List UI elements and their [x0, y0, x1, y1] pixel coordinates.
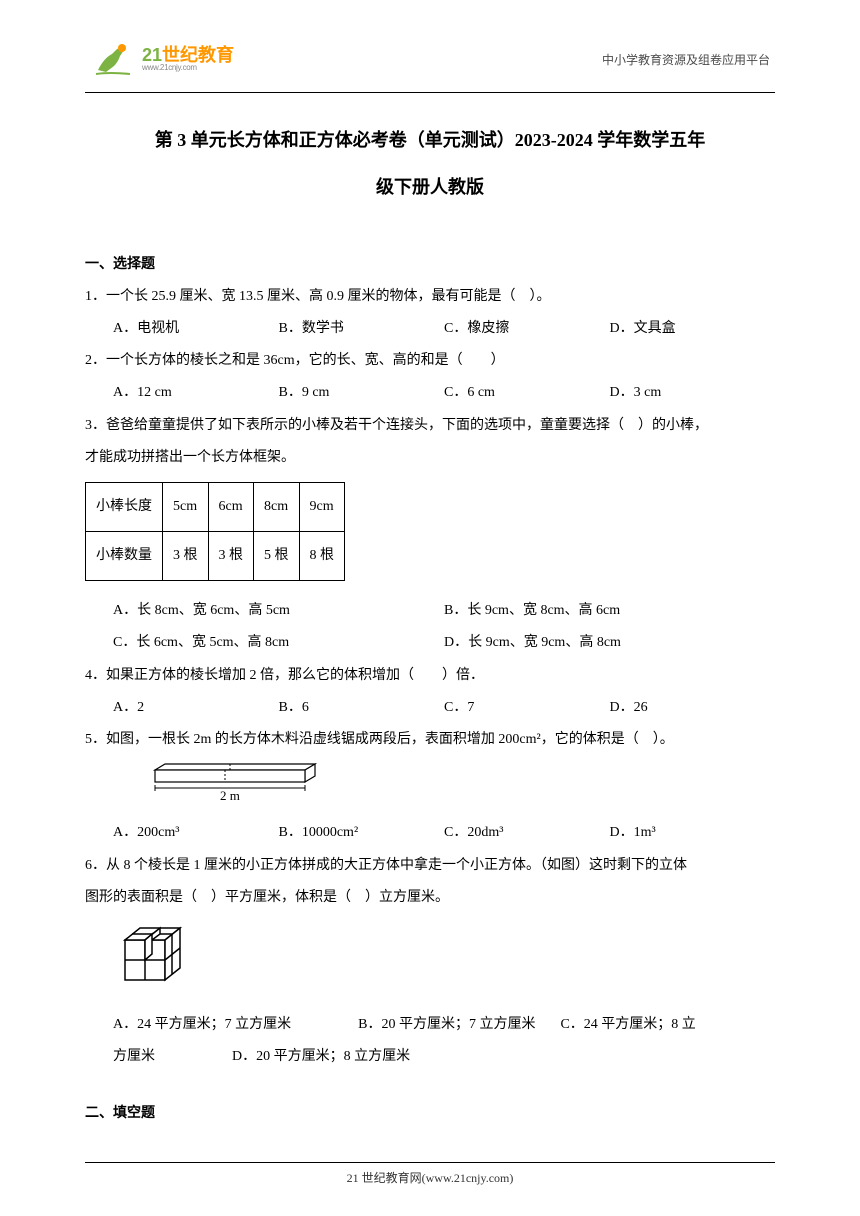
q5-figure: 2 m	[145, 762, 775, 815]
q4-optB: B．6	[279, 692, 445, 724]
q6-optA: A．24 平方厘米；7 立方厘米	[113, 1017, 291, 1032]
q3-options: A．长 8cm、宽 6cm、高 5cm B．长 9cm、宽 8cm、高 6cm …	[85, 595, 775, 659]
q5-options: A．200cm³ B．10000cm² C．20dm³ D．1m³	[85, 817, 775, 849]
q3-optD: D．长 9cm、宽 9cm、高 8cm	[444, 627, 775, 659]
q4-optD: D．26	[610, 692, 776, 724]
q6-optC: C．24 平方厘米；8 立	[560, 1017, 695, 1032]
logo-21: 21	[142, 45, 162, 65]
q3-r1c0: 小棒长度	[86, 482, 163, 531]
q3-optC: C．长 6cm、宽 5cm、高 8cm	[113, 627, 444, 659]
q3-table: 小棒长度 5cm 6cm 8cm 9cm 小棒数量 3 根 3 根 5 根 8 …	[85, 482, 345, 581]
q2-options: A．12 cm B．9 cm C．6 cm D．3 cm	[85, 377, 775, 409]
q2-optB: B．9 cm	[279, 377, 445, 409]
q3-optB: B．长 9cm、宽 8cm、高 6cm	[444, 595, 775, 627]
q6-stem2: 图形的表面积是（ ）平方厘米，体积是（ ）立方厘米。	[85, 882, 775, 914]
q6-optD: D．20 平方厘米；8 立方厘米	[232, 1049, 410, 1064]
beam-label: 2 m	[220, 788, 240, 802]
logo-text: 21世纪教育 www.21cnjy.com	[142, 46, 234, 72]
section1-title: 一、选择题	[85, 249, 775, 281]
q1-stem: 1．一个长 25.9 厘米、宽 13.5 厘米、高 0.9 厘米的物体，最有可能…	[85, 281, 775, 313]
q3-r2c3: 5 根	[254, 532, 300, 581]
q3-r1c2: 6cm	[208, 482, 254, 531]
q6-options: A．24 平方厘米；7 立方厘米 B．20 平方厘米；7 立方厘米 C．24 平…	[85, 1009, 775, 1041]
q3-stem1: 3．爸爸给童童提供了如下表所示的小棒及若干个连接头，下面的选项中，童童要选择（ …	[85, 410, 775, 442]
doc-title-line2: 级下册人教版	[85, 167, 775, 208]
q3-r1c4: 9cm	[299, 482, 345, 531]
q3-r2c2: 3 根	[208, 532, 254, 581]
q4-optA: A．2	[113, 692, 279, 724]
q3-optA: A．长 8cm、宽 6cm、高 5cm	[113, 595, 444, 627]
q3-r2c1: 3 根	[163, 532, 209, 581]
logo: 21世纪教育 www.21cnjy.com	[90, 40, 234, 78]
q1-optC: C．橡皮擦	[444, 313, 610, 345]
footer-text: 21 世纪教育网(www.21cnjy.com)	[0, 1169, 860, 1186]
q2-stem: 2．一个长方体的棱长之和是 36cm，它的长、宽、高的和是（ ）	[85, 345, 775, 377]
q3-r1c1: 5cm	[163, 482, 209, 531]
q1-optB: B．数学书	[279, 313, 445, 345]
footer-divider	[85, 1162, 775, 1163]
page-header: 21世纪教育 www.21cnjy.com 中小学教育资源及组卷应用平台	[0, 0, 860, 88]
q1-options: A．电视机 B．数学书 C．橡皮擦 D．文具盒	[85, 313, 775, 345]
q3-r2c0: 小棒数量	[86, 532, 163, 581]
logo-runner-icon	[90, 40, 138, 78]
q4-stem: 4．如果正方体的棱长增加 2 倍，那么它的体积增加（ ）倍．	[85, 660, 775, 692]
section2-title: 二、填空题	[85, 1098, 775, 1130]
q5-optD: D．1m³	[610, 817, 776, 849]
q2-optD: D．3 cm	[610, 377, 776, 409]
doc-title-line1: 第 3 单元长方体和正方体必考卷（单元测试）2023-2024 学年数学五年	[85, 123, 775, 157]
q3-r1c3: 8cm	[254, 482, 300, 531]
q2-optC: C．6 cm	[444, 377, 610, 409]
q6-options-line2: 方厘米 D．20 平方厘米；8 立方厘米	[85, 1041, 775, 1073]
q5-optA: A．200cm³	[113, 817, 279, 849]
q5-optB: B．10000cm²	[279, 817, 445, 849]
q4-options: A．2 B．6 C．7 D．26	[85, 692, 775, 724]
q6-figure	[115, 920, 775, 1003]
q6-line2a: 方厘米	[113, 1049, 155, 1064]
q3-r2c4: 8 根	[299, 532, 345, 581]
q5-stem: 5．如图，一根长 2m 的长方体木料沿虚线锯成两段后，表面积增加 200cm²，…	[85, 724, 775, 756]
logo-url: www.21cnjy.com	[142, 64, 234, 72]
header-right-text: 中小学教育资源及组卷应用平台	[602, 51, 770, 68]
q6-optB: B．20 平方厘米；7 立方厘米	[358, 1017, 535, 1032]
q1-optA: A．电视机	[113, 313, 279, 345]
q1-optD: D．文具盒	[610, 313, 776, 345]
q4-optC: C．7	[444, 692, 610, 724]
logo-cn-text: 世纪教育	[162, 45, 234, 65]
page-footer: 21 世纪教育网(www.21cnjy.com)	[0, 1162, 860, 1186]
page-content: 第 3 单元长方体和正方体必考卷（单元测试）2023-2024 学年数学五年 级…	[0, 93, 860, 1130]
q6-stem1: 6．从 8 个棱长是 1 厘米的小正方体拼成的大正方体中拿走一个小正方体。（如图…	[85, 850, 775, 882]
q2-optA: A．12 cm	[113, 377, 279, 409]
q3-stem2: 才能成功拼搭出一个长方体框架。	[85, 442, 775, 474]
q5-optC: C．20dm³	[444, 817, 610, 849]
